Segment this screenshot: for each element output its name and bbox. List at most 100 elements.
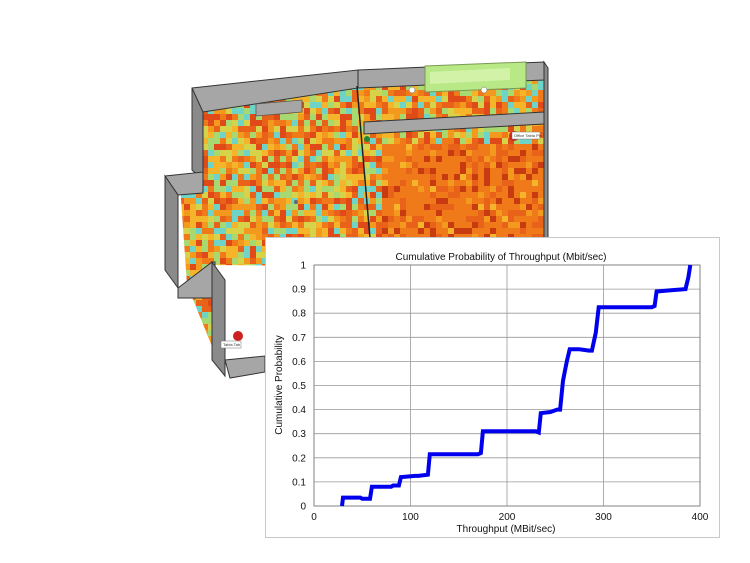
heatmap-cell: [274, 138, 280, 144]
heatmap-cell: [346, 162, 352, 168]
heatmap-cell: [514, 180, 520, 186]
heatmap-cell: [274, 168, 280, 174]
heatmap-cell: [388, 228, 394, 234]
heatmap-cell: [370, 90, 376, 96]
heatmap-cell: [268, 216, 274, 222]
heatmap-cell: [226, 60, 232, 66]
heatmap-cell: [376, 90, 382, 96]
heatmap-cell: [208, 174, 214, 180]
heatmap-cell: [214, 186, 220, 192]
heatmap-cell: [454, 180, 460, 186]
chart-title: Cumulative Probability of Throughput (Mb…: [395, 252, 606, 263]
heatmap-cell: [514, 186, 520, 192]
heatmap-cell: [436, 228, 442, 234]
heatmap-cell: [370, 102, 376, 108]
heatmap-cell: [202, 66, 208, 72]
heatmap-cell: [502, 210, 508, 216]
heatmap-cell: [352, 228, 358, 234]
heatmap-cell: [520, 216, 526, 222]
heatmap-cell: [334, 60, 340, 66]
heatmap-cell: [180, 216, 184, 222]
heatmap-cell: [196, 378, 202, 384]
heatmap-cell: [310, 120, 316, 126]
heatmap-cell: [484, 96, 490, 102]
heatmap-cell: [460, 132, 466, 138]
heatmap-cell: [202, 204, 208, 210]
heatmap-cell: [180, 84, 184, 90]
heatmap-cell: [466, 198, 472, 204]
heatmap-cell: [250, 312, 256, 318]
heatmap-cell: [316, 222, 322, 228]
heatmap-cell: [514, 174, 520, 180]
heatmap-cell: [268, 186, 274, 192]
heatmap-cell: [472, 192, 478, 198]
heatmap-cell: [172, 72, 178, 78]
heatmap-cell: [466, 180, 472, 186]
heatmap-cell: [202, 156, 208, 162]
heatmap-cell: [418, 60, 424, 66]
heatmap-cell: [196, 372, 202, 378]
heatmap-cell: [418, 138, 424, 144]
heatmap-cell: [244, 336, 250, 342]
heatmap-cell: [514, 90, 520, 96]
heatmap-cell: [388, 108, 394, 114]
heatmap-cell: [196, 264, 202, 270]
heatmap-cell: [322, 186, 328, 192]
heatmap-cell: [400, 210, 406, 216]
heatmap-cell: [334, 228, 340, 234]
heatmap-cell: [166, 348, 172, 354]
y-tick-label: 0.6: [292, 357, 306, 368]
heatmap-cell: [220, 192, 226, 198]
heatmap-cell: [238, 306, 244, 312]
heatmap-cell: [184, 132, 190, 138]
heatmap-cell: [208, 180, 214, 186]
heatmap-cell: [172, 378, 178, 384]
heatmap-cell: [166, 96, 172, 102]
heatmap-cell: [454, 138, 460, 144]
heatmap-cell: [538, 84, 544, 90]
heatmap-cell: [352, 204, 358, 210]
heatmap-cell: [190, 210, 196, 216]
heatmap-cell: [250, 216, 256, 222]
heatmap-cell: [214, 174, 220, 180]
heatmap-cell: [298, 204, 304, 210]
heatmap-cell: [370, 144, 376, 150]
heatmap-cell: [250, 252, 256, 258]
heatmap-cell: [304, 222, 310, 228]
heatmap-cell: [418, 150, 424, 156]
heatmap-cell: [262, 144, 268, 150]
heatmap-cell: [190, 360, 196, 366]
heatmap-cell: [304, 120, 310, 126]
heatmap-cell: [274, 174, 280, 180]
heatmap-cell: [364, 102, 370, 108]
heatmap-cell: [202, 252, 208, 258]
heatmap-cell: [180, 120, 184, 126]
heatmap-cell: [160, 162, 166, 168]
heatmap-cell: [370, 132, 376, 138]
heatmap-cell: [184, 306, 190, 312]
heatmap-cell: [262, 228, 268, 234]
heatmap-cell: [304, 216, 310, 222]
heatmap-cell: [184, 102, 190, 108]
heatmap-cell: [412, 222, 418, 228]
heatmap-cell: [388, 222, 394, 228]
heatmap-cell: [208, 192, 214, 198]
heatmap-cell: [262, 162, 268, 168]
heatmap-cell: [352, 198, 358, 204]
heatmap-cell: [532, 138, 538, 144]
heatmap-cell: [292, 180, 298, 186]
heatmap-cell: [400, 174, 406, 180]
heatmap-cell: [256, 222, 262, 228]
heatmap-cell: [250, 240, 256, 246]
heatmap-cell: [180, 366, 184, 372]
heatmap-cell: [484, 126, 490, 132]
heatmap-cell: [208, 258, 214, 264]
heatmap-cell: [226, 138, 232, 144]
heatmap-cell: [490, 168, 496, 174]
heatmap-cell: [502, 138, 508, 144]
heatmap-cell: [346, 144, 352, 150]
heatmap-cell: [340, 60, 346, 66]
heatmap-cell: [478, 138, 484, 144]
heatmap-cell: [286, 198, 292, 204]
heatmap-cell: [286, 174, 292, 180]
